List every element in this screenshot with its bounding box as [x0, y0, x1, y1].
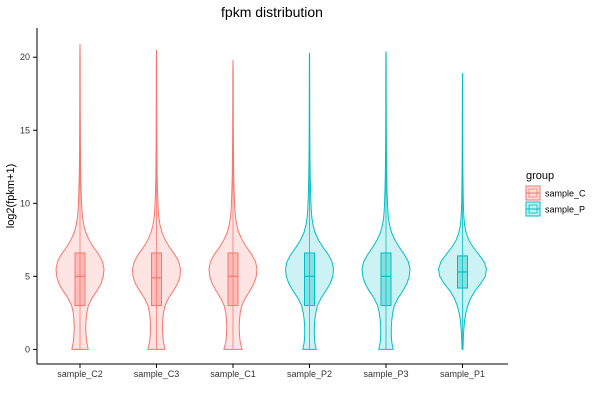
x-tick-label: sample_P2 [287, 369, 332, 379]
legend-item-sample_C: sample_C [525, 185, 586, 201]
x-tick-label: sample_C2 [57, 369, 103, 379]
legend: group sample_C sample_P [525, 170, 586, 217]
plot-area [55, 44, 488, 350]
box-sample_C1 [227, 252, 239, 307]
x-tick-label: sample_P3 [363, 369, 408, 379]
legend-title: group [526, 170, 554, 182]
box-sample_P2 [304, 252, 315, 307]
y-axis-label: log2(fpkm+1) [5, 164, 17, 229]
y-tick-label: 20 [20, 52, 30, 62]
box-sample_C3 [151, 252, 162, 307]
legend-item-sample_P: sample_P [525, 201, 585, 217]
y-tick-label: 0 [25, 344, 30, 354]
y-tick-label: 5 [25, 271, 30, 281]
box-sample_P3 [380, 252, 392, 307]
chart-title: fpkm distribution [221, 4, 323, 20]
legend-key-box [528, 204, 538, 214]
x-tick-label: sample_P1 [440, 369, 485, 379]
x-tick-label: sample_C1 [210, 369, 256, 379]
y-tick-label: 10 [20, 198, 30, 208]
legend-key-box [528, 188, 538, 198]
legend-label: sample_P [545, 205, 585, 215]
box-sample_C2 [74, 252, 86, 307]
y-tick-label: 15 [20, 125, 30, 135]
x-tick-label: sample_C3 [134, 369, 180, 379]
legend-label: sample_C [545, 189, 586, 199]
axes: 0 5 10 15 20 sample_C2 sample_C3 sample_C1 sampl… [20, 28, 508, 379]
